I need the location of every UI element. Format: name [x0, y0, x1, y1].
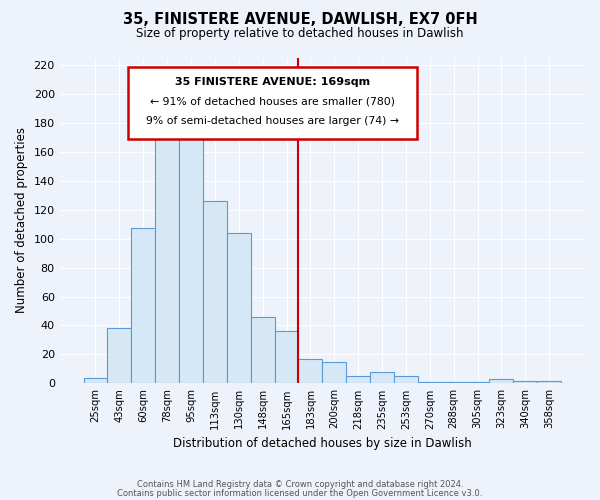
Text: Size of property relative to detached houses in Dawlish: Size of property relative to detached ho…: [136, 28, 464, 40]
Text: 9% of semi-detached houses are larger (74) →: 9% of semi-detached houses are larger (7…: [146, 116, 399, 126]
Bar: [322, 362, 346, 384]
Bar: [275, 332, 298, 384]
Text: ← 91% of detached houses are smaller (780): ← 91% of detached houses are smaller (78…: [150, 96, 395, 106]
Text: 35 FINISTERE AVENUE: 169sqm: 35 FINISTERE AVENUE: 169sqm: [175, 77, 370, 87]
Bar: [394, 376, 418, 384]
Bar: [490, 379, 514, 384]
Bar: [418, 382, 442, 384]
X-axis label: Distribution of detached houses by size in Dawlish: Distribution of detached houses by size …: [173, 437, 472, 450]
Bar: [346, 376, 370, 384]
FancyBboxPatch shape: [128, 68, 417, 139]
Bar: [251, 317, 275, 384]
Bar: [179, 132, 203, 384]
Bar: [514, 380, 537, 384]
Bar: [107, 328, 131, 384]
Bar: [466, 382, 490, 384]
Bar: [370, 372, 394, 384]
Y-axis label: Number of detached properties: Number of detached properties: [15, 128, 28, 314]
Bar: [203, 201, 227, 384]
Bar: [131, 228, 155, 384]
Text: 35, FINISTERE AVENUE, DAWLISH, EX7 0FH: 35, FINISTERE AVENUE, DAWLISH, EX7 0FH: [122, 12, 478, 28]
Bar: [227, 233, 251, 384]
Bar: [83, 378, 107, 384]
Bar: [298, 359, 322, 384]
Bar: [442, 382, 466, 384]
Bar: [537, 380, 561, 384]
Text: Contains public sector information licensed under the Open Government Licence v3: Contains public sector information licen…: [118, 488, 482, 498]
Text: Contains HM Land Registry data © Crown copyright and database right 2024.: Contains HM Land Registry data © Crown c…: [137, 480, 463, 489]
Bar: [155, 128, 179, 384]
